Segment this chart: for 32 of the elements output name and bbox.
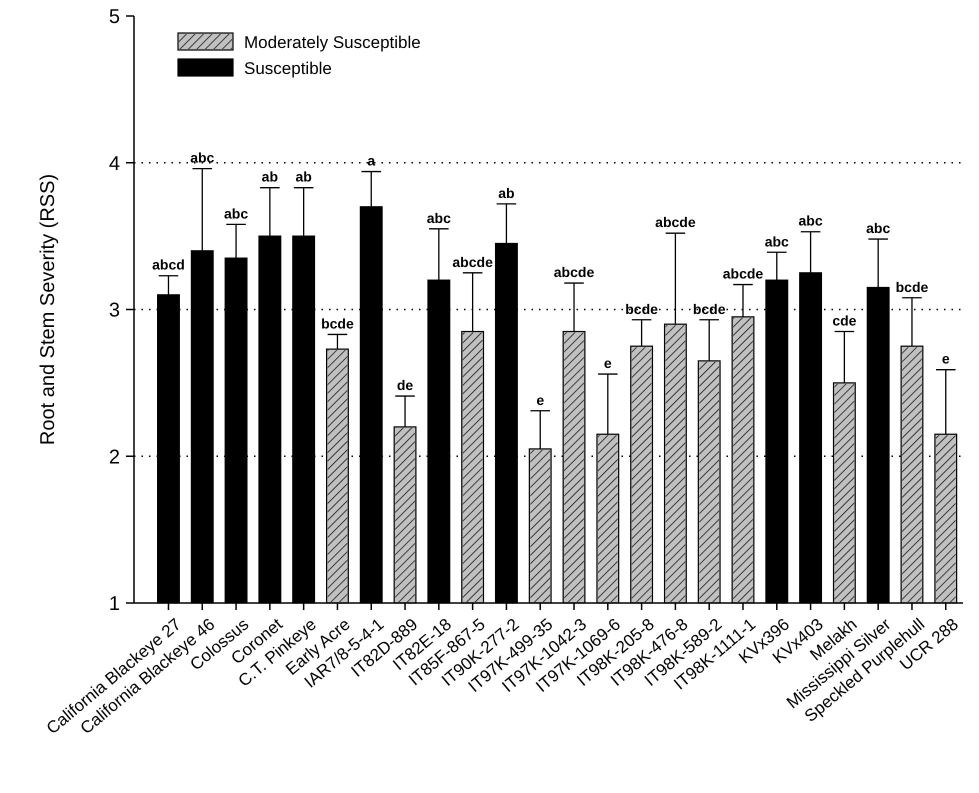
y-axis-title: Root and Stem Severity (RSS)	[37, 174, 59, 446]
annotation: a	[367, 152, 376, 169]
annotation: abcde	[655, 214, 696, 230]
annotation: de	[396, 377, 414, 394]
annotation: abc	[866, 220, 890, 236]
annotation: abcde	[722, 266, 764, 282]
annotation: bcde	[321, 315, 354, 332]
annotation: ab	[498, 184, 515, 201]
y-tick-label: 1	[108, 593, 120, 615]
annotation: bcde	[625, 300, 658, 317]
annotation: abcde	[452, 254, 494, 270]
y-tick-label: 2	[108, 446, 120, 468]
y-tick-label: 5	[108, 6, 120, 28]
annotation: abcde	[554, 264, 594, 280]
legend-label: Moderately Susceptible	[244, 32, 421, 52]
annotation: abc	[224, 205, 248, 222]
y-tick-label: 3	[108, 300, 120, 322]
annotation: e	[536, 392, 544, 408]
annotation: abc	[190, 150, 215, 166]
annotation: ab	[295, 168, 312, 185]
annotation: abc	[798, 212, 823, 229]
legend-label: Susceptible	[244, 58, 332, 78]
annotation: abc	[764, 233, 790, 250]
annotation: e	[604, 355, 612, 372]
annotation: bcde	[896, 278, 929, 295]
annotation: abc	[426, 210, 452, 226]
annotation: cde	[832, 312, 857, 329]
annotation: ab	[262, 168, 278, 185]
annotation: e	[942, 350, 950, 367]
annotation: abcd	[152, 256, 185, 273]
annotation: bcde	[692, 300, 726, 317]
y-tick-label: 4	[108, 152, 120, 175]
